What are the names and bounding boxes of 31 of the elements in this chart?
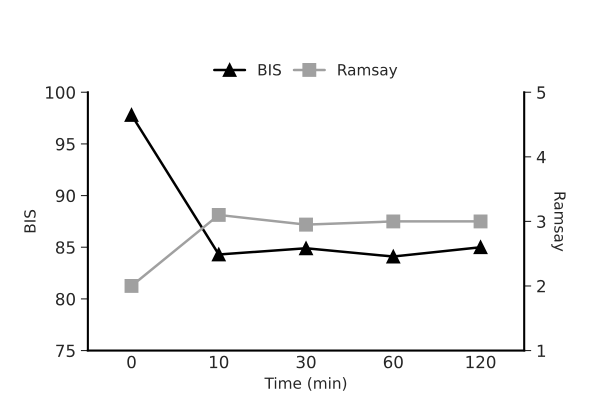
y2-tick-label: 2: [537, 280, 545, 292]
y-tick-label: 90: [56, 190, 75, 202]
y-tick-label: 75: [56, 344, 75, 358]
point: [212, 248, 226, 262]
point: [124, 279, 138, 293]
x-axis-title: Time (min): [264, 377, 346, 391]
y2-tick-label: 5: [537, 86, 546, 99]
x-tick-label: 30: [296, 356, 316, 368]
point: [299, 218, 313, 232]
y-tick-label: 100: [46, 86, 75, 99]
x-tick-label: 0: [127, 356, 136, 368]
legend-label: Ramsay: [338, 64, 398, 78]
y-tick-label: 95: [56, 138, 75, 150]
point: [386, 214, 400, 228]
y-tick-label: 85: [56, 241, 75, 254]
point: [474, 240, 488, 254]
y2-tick-label: 1: [538, 344, 546, 357]
point: [124, 108, 138, 122]
y2-tick-label: 4: [536, 151, 546, 164]
x-tick-label: 120: [466, 356, 496, 368]
point: [386, 250, 400, 264]
legend-label: BIS: [258, 64, 281, 76]
point: [474, 214, 488, 228]
point: [299, 241, 313, 256]
y-tick-label: 80: [56, 292, 75, 306]
x-tick-label: 60: [384, 356, 403, 368]
point: [212, 208, 226, 222]
y-axis-title: BIS: [24, 210, 36, 232]
x-tick-label: 10: [210, 356, 228, 368]
y2-axis-title: Ramsay: [551, 192, 566, 252]
y2-tick-label: 3: [537, 215, 546, 228]
